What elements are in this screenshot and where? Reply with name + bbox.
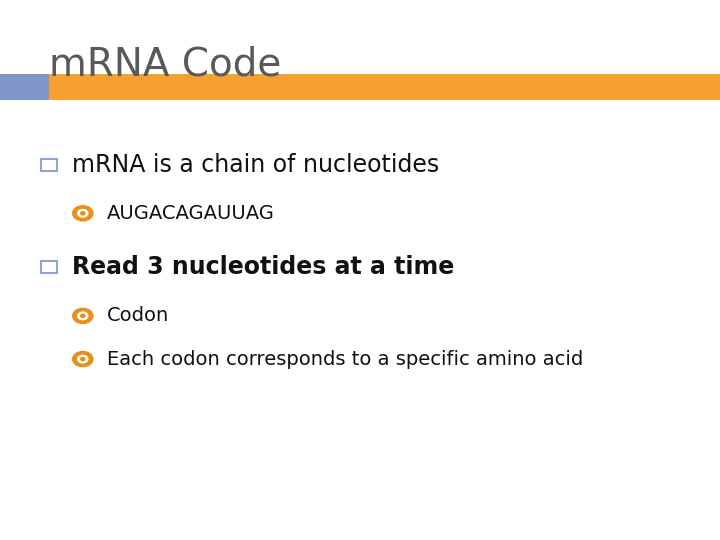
Bar <box>0 74 49 100</box>
Circle shape <box>73 206 93 221</box>
Circle shape <box>73 308 93 323</box>
Circle shape <box>78 210 88 217</box>
Circle shape <box>78 312 88 320</box>
Circle shape <box>73 352 93 367</box>
Circle shape <box>81 212 85 215</box>
Text: mRNA Code: mRNA Code <box>49 46 282 84</box>
Circle shape <box>81 357 85 361</box>
Text: Each codon corresponds to a specific amino acid: Each codon corresponds to a specific ami… <box>107 349 582 369</box>
Bar <box>41 159 57 171</box>
Circle shape <box>78 355 88 363</box>
Bar <box>41 261 57 273</box>
Text: mRNA is a chain of nucleotides: mRNA is a chain of nucleotides <box>72 153 439 177</box>
Bar <box>49 74 720 100</box>
Text: AUGACAGAUUAG: AUGACAGAUUAG <box>107 204 274 223</box>
Text: Codon: Codon <box>107 306 168 326</box>
Text: Read 3 nucleotides at a time: Read 3 nucleotides at a time <box>72 255 454 279</box>
Circle shape <box>81 314 85 318</box>
